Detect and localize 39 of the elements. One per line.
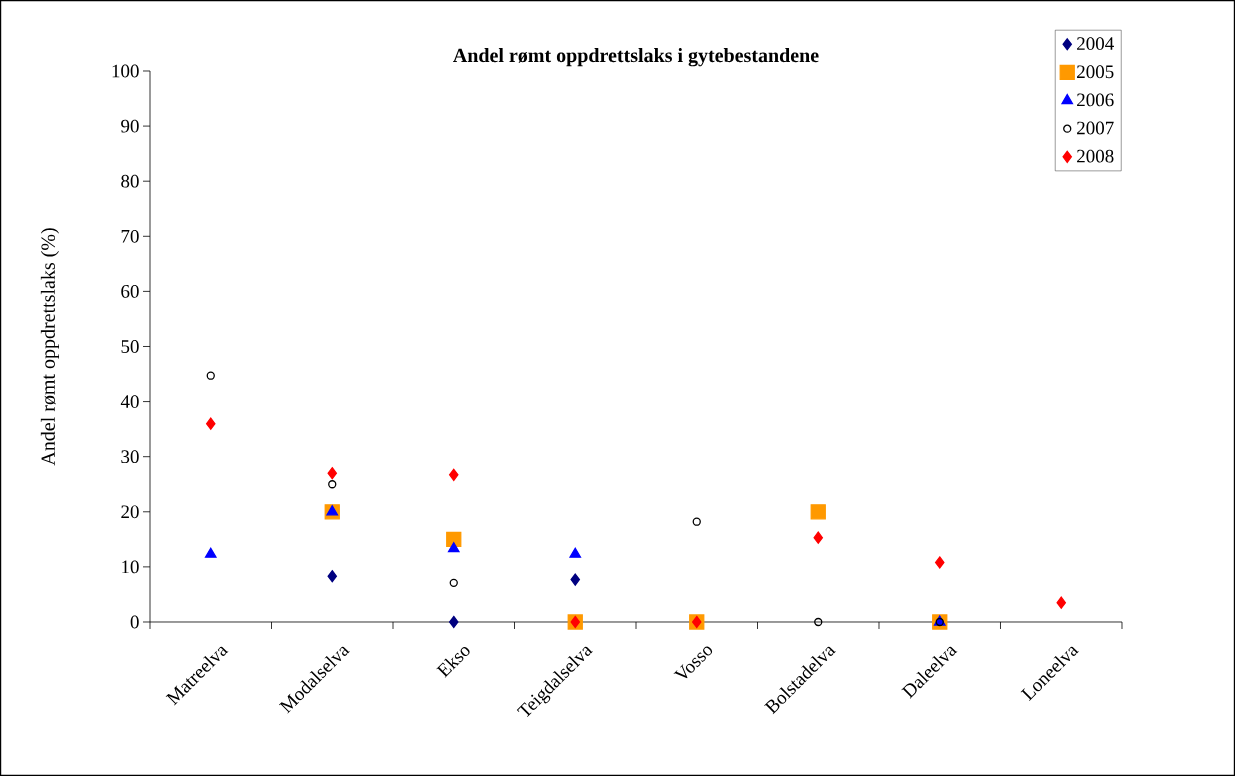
point — [204, 547, 217, 558]
y-tick-label: 80 — [121, 174, 139, 188]
y-tick-label: 100 — [112, 64, 139, 78]
point — [327, 570, 338, 583]
legend-label: 2004 — [1077, 37, 1114, 51]
y-tick-label: 60 — [121, 284, 139, 298]
point — [934, 556, 945, 569]
legend-label: 2007 — [1077, 121, 1114, 135]
y-tick-label: 90 — [121, 119, 139, 133]
legend-label: 2006 — [1077, 93, 1114, 107]
y-tick-label: 70 — [121, 229, 139, 243]
point — [447, 542, 460, 553]
point — [814, 617, 823, 627]
legend-label: 2008 — [1077, 149, 1114, 163]
point — [570, 573, 581, 586]
legend-label: 2005 — [1077, 65, 1114, 79]
point — [448, 468, 459, 482]
y-tick-label: 20 — [121, 505, 139, 519]
y-tick-label: 50 — [121, 340, 139, 353]
point — [569, 547, 582, 558]
point — [692, 517, 701, 526]
point — [205, 417, 216, 430]
x-tick-label: Vosso — [673, 646, 713, 679]
y-axis-title: Andel rømt oppdrettslaks (%) — [40, 228, 59, 466]
point — [328, 480, 337, 489]
y-tick-label: 30 — [121, 450, 139, 464]
y-tick-label: 10 — [122, 560, 139, 574]
chart-title: Andel rømt oppdrettslaks i gytebestandene — [453, 48, 819, 67]
point — [326, 505, 339, 516]
point — [813, 531, 824, 544]
point — [1056, 596, 1067, 609]
point — [206, 371, 215, 380]
y-tick-label: 0 — [130, 615, 139, 629]
point — [448, 615, 459, 629]
point — [327, 467, 338, 480]
x-tick-label: Ekso — [436, 647, 470, 678]
point — [810, 504, 826, 520]
point — [449, 578, 458, 588]
y-tick-label: 40 — [120, 395, 139, 408]
